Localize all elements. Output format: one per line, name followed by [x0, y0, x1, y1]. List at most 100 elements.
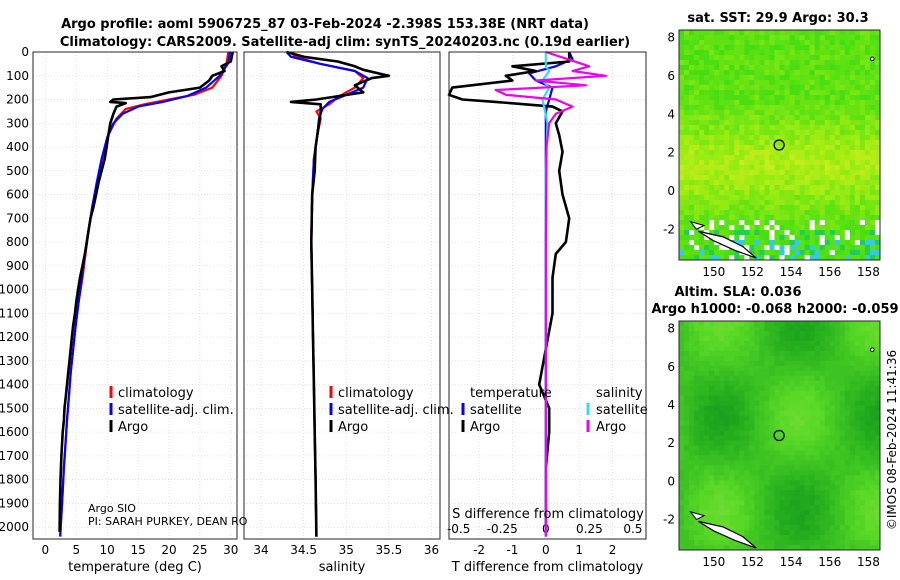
map-cell — [714, 325, 720, 332]
map-cell — [844, 225, 851, 231]
map-cell — [739, 370, 745, 377]
map-cell — [854, 350, 861, 357]
map-cell — [804, 505, 811, 511]
map-cell — [694, 100, 700, 106]
map-cell — [719, 435, 725, 441]
map-cell — [814, 195, 821, 201]
map-cell — [789, 335, 795, 342]
map-cell — [829, 335, 836, 342]
map-cell — [824, 60, 831, 66]
map-cell — [754, 90, 760, 96]
map-cell — [724, 105, 730, 111]
map-cell — [694, 425, 700, 431]
map-cell — [759, 375, 765, 382]
map-cell — [844, 450, 851, 456]
map-cell — [769, 210, 775, 216]
map-cell — [764, 485, 770, 491]
map-cell — [849, 440, 856, 446]
map-cell — [799, 470, 806, 476]
map-cell — [829, 40, 836, 46]
map-cell — [694, 135, 700, 141]
map-cell — [864, 75, 871, 81]
map-cell — [869, 465, 876, 471]
map-cell — [799, 255, 806, 261]
map-cell — [824, 250, 831, 256]
map-cell — [864, 415, 871, 421]
map-cell — [734, 65, 740, 71]
map-cell — [874, 480, 881, 486]
map-cell — [689, 385, 695, 392]
map-cell — [724, 215, 730, 221]
map-cell — [739, 90, 745, 96]
map-cell — [804, 220, 811, 226]
map-cell — [759, 30, 765, 36]
map-cell — [819, 245, 826, 251]
map-cell — [799, 245, 806, 251]
map-cell — [799, 150, 806, 156]
map-cell — [779, 115, 785, 121]
map-cell — [804, 230, 811, 236]
map-cell — [704, 475, 710, 481]
map-cell — [809, 410, 816, 416]
map-cell — [754, 80, 760, 86]
map-cell — [689, 505, 695, 511]
map-cell — [849, 375, 856, 382]
map-cell — [714, 250, 720, 256]
map-cell — [734, 515, 740, 521]
map-cell — [714, 395, 720, 402]
map-cell — [769, 345, 775, 352]
map-cell — [809, 460, 816, 466]
map-cell — [789, 90, 795, 96]
map-cell — [864, 470, 871, 476]
map-cell — [774, 85, 780, 91]
map-cell — [749, 195, 755, 201]
map-cell — [789, 470, 795, 476]
map-cell — [794, 230, 801, 236]
map-cell — [824, 230, 831, 236]
map-cell — [774, 240, 780, 246]
map-cell — [709, 215, 715, 221]
map-cell — [689, 210, 695, 216]
map-cell — [739, 255, 745, 261]
map-cell — [759, 170, 765, 176]
map-cell — [769, 455, 775, 461]
map-cell — [809, 375, 816, 382]
map-cell — [729, 65, 735, 71]
map-cell — [864, 255, 871, 261]
map-cell — [684, 365, 690, 372]
map-cell — [824, 180, 831, 186]
map-cell — [784, 200, 790, 206]
map-cell — [829, 245, 836, 251]
map-cell — [844, 360, 851, 367]
map-cell — [859, 321, 866, 327]
map-cell — [804, 460, 811, 466]
map-cell — [689, 370, 695, 377]
map-cell — [819, 140, 826, 146]
map-cell — [829, 490, 836, 496]
map-cell — [774, 130, 780, 136]
map-cell — [724, 321, 730, 327]
map-cell — [824, 245, 831, 251]
map-cell — [874, 415, 881, 421]
map-cell — [684, 40, 690, 46]
map-cell — [704, 245, 710, 251]
map-cell — [779, 75, 785, 81]
map-cell — [779, 30, 785, 36]
map-cell — [809, 465, 816, 471]
map-cell — [829, 175, 836, 181]
sal-legend-climatology-label: climatology — [338, 386, 414, 401]
map-cell — [744, 465, 750, 471]
map-cell — [694, 210, 700, 216]
map-cell — [804, 535, 811, 541]
map-cell — [864, 180, 871, 186]
map-cell — [859, 150, 866, 156]
map-cell — [864, 380, 871, 387]
map-cell — [689, 360, 695, 367]
map-cell — [739, 75, 745, 81]
map-cell — [834, 155, 841, 161]
map-cell — [684, 30, 690, 36]
map-cell — [769, 60, 775, 66]
map-cell — [749, 115, 755, 121]
map-cell — [759, 240, 765, 246]
map-cell — [799, 400, 806, 407]
